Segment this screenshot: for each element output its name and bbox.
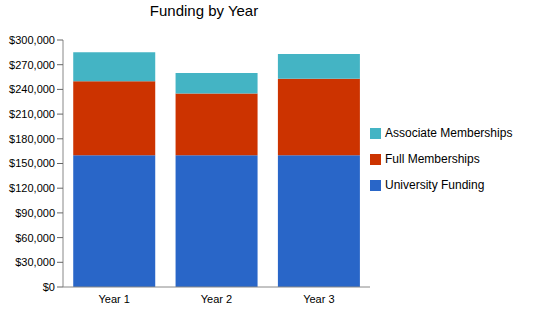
svg-text:$210,000: $210,000 (9, 108, 55, 120)
svg-text:$150,000: $150,000 (9, 157, 55, 169)
svg-text:Year 3: Year 3 (303, 293, 334, 305)
html-text:Full Memberships: Full Memberships (385, 152, 480, 166)
svg-text:$180,000: $180,000 (9, 133, 55, 145)
svg-text:$300,000: $300,000 (9, 34, 55, 46)
html-text:University Funding: University Funding (385, 178, 485, 192)
html-text:Associate Memberships: Associate Memberships (385, 126, 513, 140)
svg-text:$90,000: $90,000 (15, 207, 55, 219)
svg-text:Year 1: Year 1 (98, 293, 129, 305)
svg-text:$0: $0 (43, 281, 55, 293)
svg-text:$270,000: $270,000 (9, 59, 55, 71)
svg-text:Year 2: Year 2 (201, 293, 232, 305)
svg-text:$30,000: $30,000 (15, 256, 55, 268)
svg-text:$60,000: $60,000 (15, 232, 55, 244)
svg-text:$240,000: $240,000 (9, 83, 55, 95)
svg-text:$120,000: $120,000 (9, 182, 55, 194)
html-text:Funding by Year: Funding by Year (149, 2, 259, 19)
